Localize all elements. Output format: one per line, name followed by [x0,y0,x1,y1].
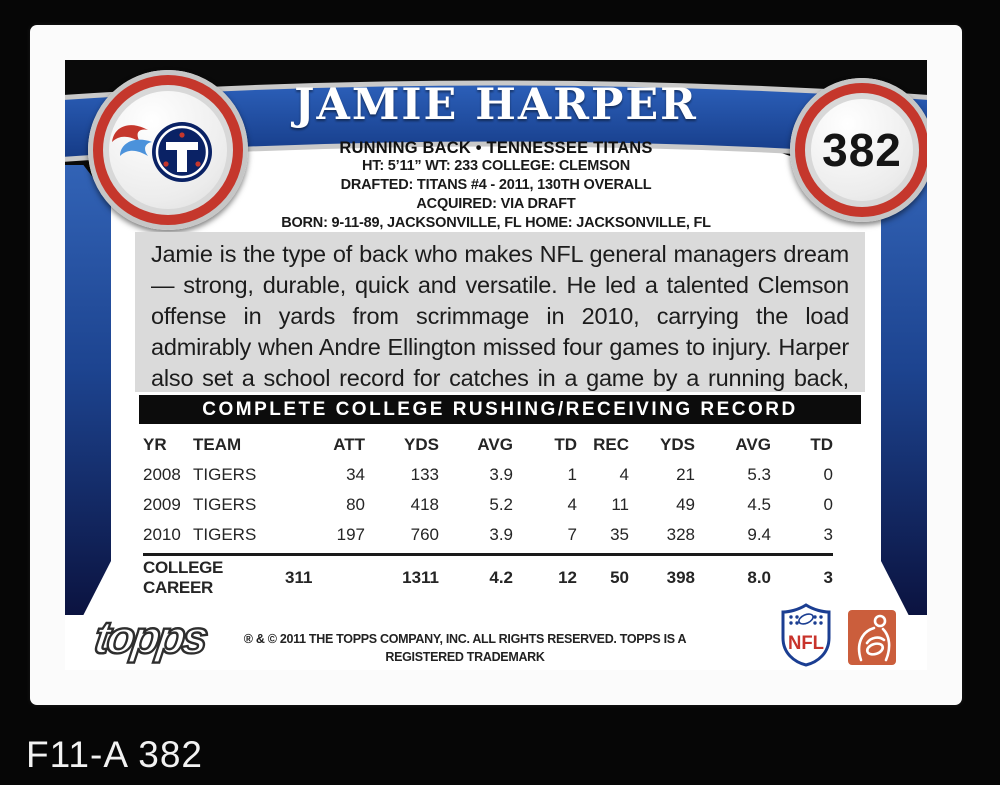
stats-cell: TIGERS [193,465,257,484]
stats-cell: 2008 [143,465,181,484]
scan-catalog-label: F11-A 382 [26,734,203,775]
stats-cell: 3 [823,525,833,544]
stats-cell: REC [593,435,629,454]
stats-cell: TD [554,435,577,454]
name-banner-ribbon [65,80,927,162]
stats-cell: YDS [660,435,695,454]
career-row-label: COLLEGE CAREER [143,558,224,597]
stats-cell: 4 [567,495,577,514]
stats-cell: ATT [333,435,365,454]
stats-cell: AVG [735,435,771,454]
medallion-red-ring [795,83,927,217]
player-info-line: ACQUIRED: VIA DRAFT [416,196,576,212]
stats-cell: 3 [823,568,833,587]
stats-cell: TEAM [193,435,242,454]
stats-cell: 2010 [143,525,181,544]
medallion-silver-ring [88,70,248,230]
stats-cell: 311 [285,568,313,587]
stats-cell: 5.2 [489,495,513,514]
stats-cell: YDS [404,435,439,454]
trading-card: JAMIE HARPER RUNNING BACK • TENNESSEE TI… [30,25,962,705]
stats-cell: 21 [676,465,695,484]
copyright-line-1: ® & © 2011 THE TOPPS COMPANY, INC. ALL R… [243,632,687,664]
player-info-line: DRAFTED: TITANS #4 - 2011, 130TH OVERALL [340,177,652,193]
right-side-stripe [881,165,927,615]
player-info-line: BORN: 9-11-89, JACKSONVILLE, FL HOME: JA… [281,215,711,231]
stats-cell: AVG [477,435,513,454]
card-number: 382 [822,124,902,176]
player-info-line: HT: 5’11” WT: 233 COLLEGE: CLEMSON [362,158,630,174]
stats-cell: 3.9 [489,465,513,484]
stats-cell: 1 [567,465,577,484]
copyright-line-2: OF THE TOPPS COMPANY, INC. FOR TRACKING … [215,666,715,670]
stats-cell: 328 [666,525,695,544]
stats-cell: 0 [823,465,833,484]
stats-cell: 398 [666,568,695,587]
copyright-text: ® & © 2011 THE TOPPS COMPANY, INC. ALL R… [215,630,715,670]
stats-cell: 34 [346,465,365,484]
card-inner-design: JAMIE HARPER RUNNING BACK • TENNESSEE TI… [65,60,927,670]
stats-cell: 4.5 [747,495,771,514]
card-number-medallion: 382 [790,78,927,222]
nflpa-players-icon [848,610,896,665]
stats-cell: 3.9 [489,525,513,544]
stats-cell: YR [143,435,167,454]
stats-cell: 760 [410,525,439,544]
player-name: JAMIE HARPER [294,80,698,130]
position-team-line: RUNNING BACK • TENNESSEE TITANS [339,139,653,157]
stats-cell: 2009 [143,495,181,514]
stats-cell: 5.3 [747,465,771,484]
stats-cell: 133 [410,465,439,484]
medallion-silver-ring [790,78,927,222]
bio-box: Jamie is the type of back who makes NFL … [135,232,865,422]
stats-cell: 35 [610,525,629,544]
stats-cell: 49 [676,495,695,514]
stats-cell: 7 [567,525,577,544]
stats-header-row: YR TEAM ATT YDS AVG TD REC YDS AVG TD [143,430,833,460]
medallion-red-ring [93,75,243,225]
stats-cell: 11 [611,495,629,514]
stats-cell: 50 [610,568,629,587]
stats-cell: TIGERS [193,495,257,514]
player-info-lines: HT: 5’11” WT: 233 COLLEGE: CLEMSON DRAFTE… [65,157,927,233]
stats-cell: 197 [336,525,365,544]
stats-cell: 80 [346,495,365,514]
topps-logo: topps [90,610,210,664]
stats-cell: TD [810,435,833,454]
medallion-inner-ring [103,85,233,215]
stats-cell: 0 [823,495,833,514]
medallion-inner-ring [805,93,919,207]
stats-cell: 4 [619,465,629,484]
tennessee-titans-logo-icon [112,122,212,182]
stats-cell: 418 [410,495,439,514]
team-logo-medallion [88,70,248,230]
stats-data-row: 2008 TIGERS 34 133 3.9 1 4 21 5.3 0 [143,460,833,490]
stats-cell: 4.2 [489,568,513,587]
stats-cell: TIGERS [193,525,257,544]
stats-cell: 12 [558,568,577,587]
nfl-shield-icon: NFL [781,603,831,667]
stats-table: YR TEAM ATT YDS AVG TD REC YDS AVG TD 2008 TIGERS 34… [143,430,833,597]
stats-title-bar: COMPLETE COLLEGE RUSHING/RECEIVING RECOR… [139,395,861,424]
stats-cell: 8.0 [747,568,771,587]
stats-career-row: COLLEGE CAREER 311 1311 4.2 12 50 398 8.0 3 [143,553,833,597]
stats-cell: 9.4 [747,525,771,544]
left-side-stripe [65,165,111,615]
stats-data-row: 2009 TIGERS 80 418 5.2 4 11 49 4.5 0 [143,490,833,520]
stats-data-row: 2010 TIGERS 197 760 3.9 7 35 328 9.4 3 [143,520,833,550]
svg-text:NFL: NFL [788,633,824,654]
stats-cell: 1311 [402,568,439,587]
